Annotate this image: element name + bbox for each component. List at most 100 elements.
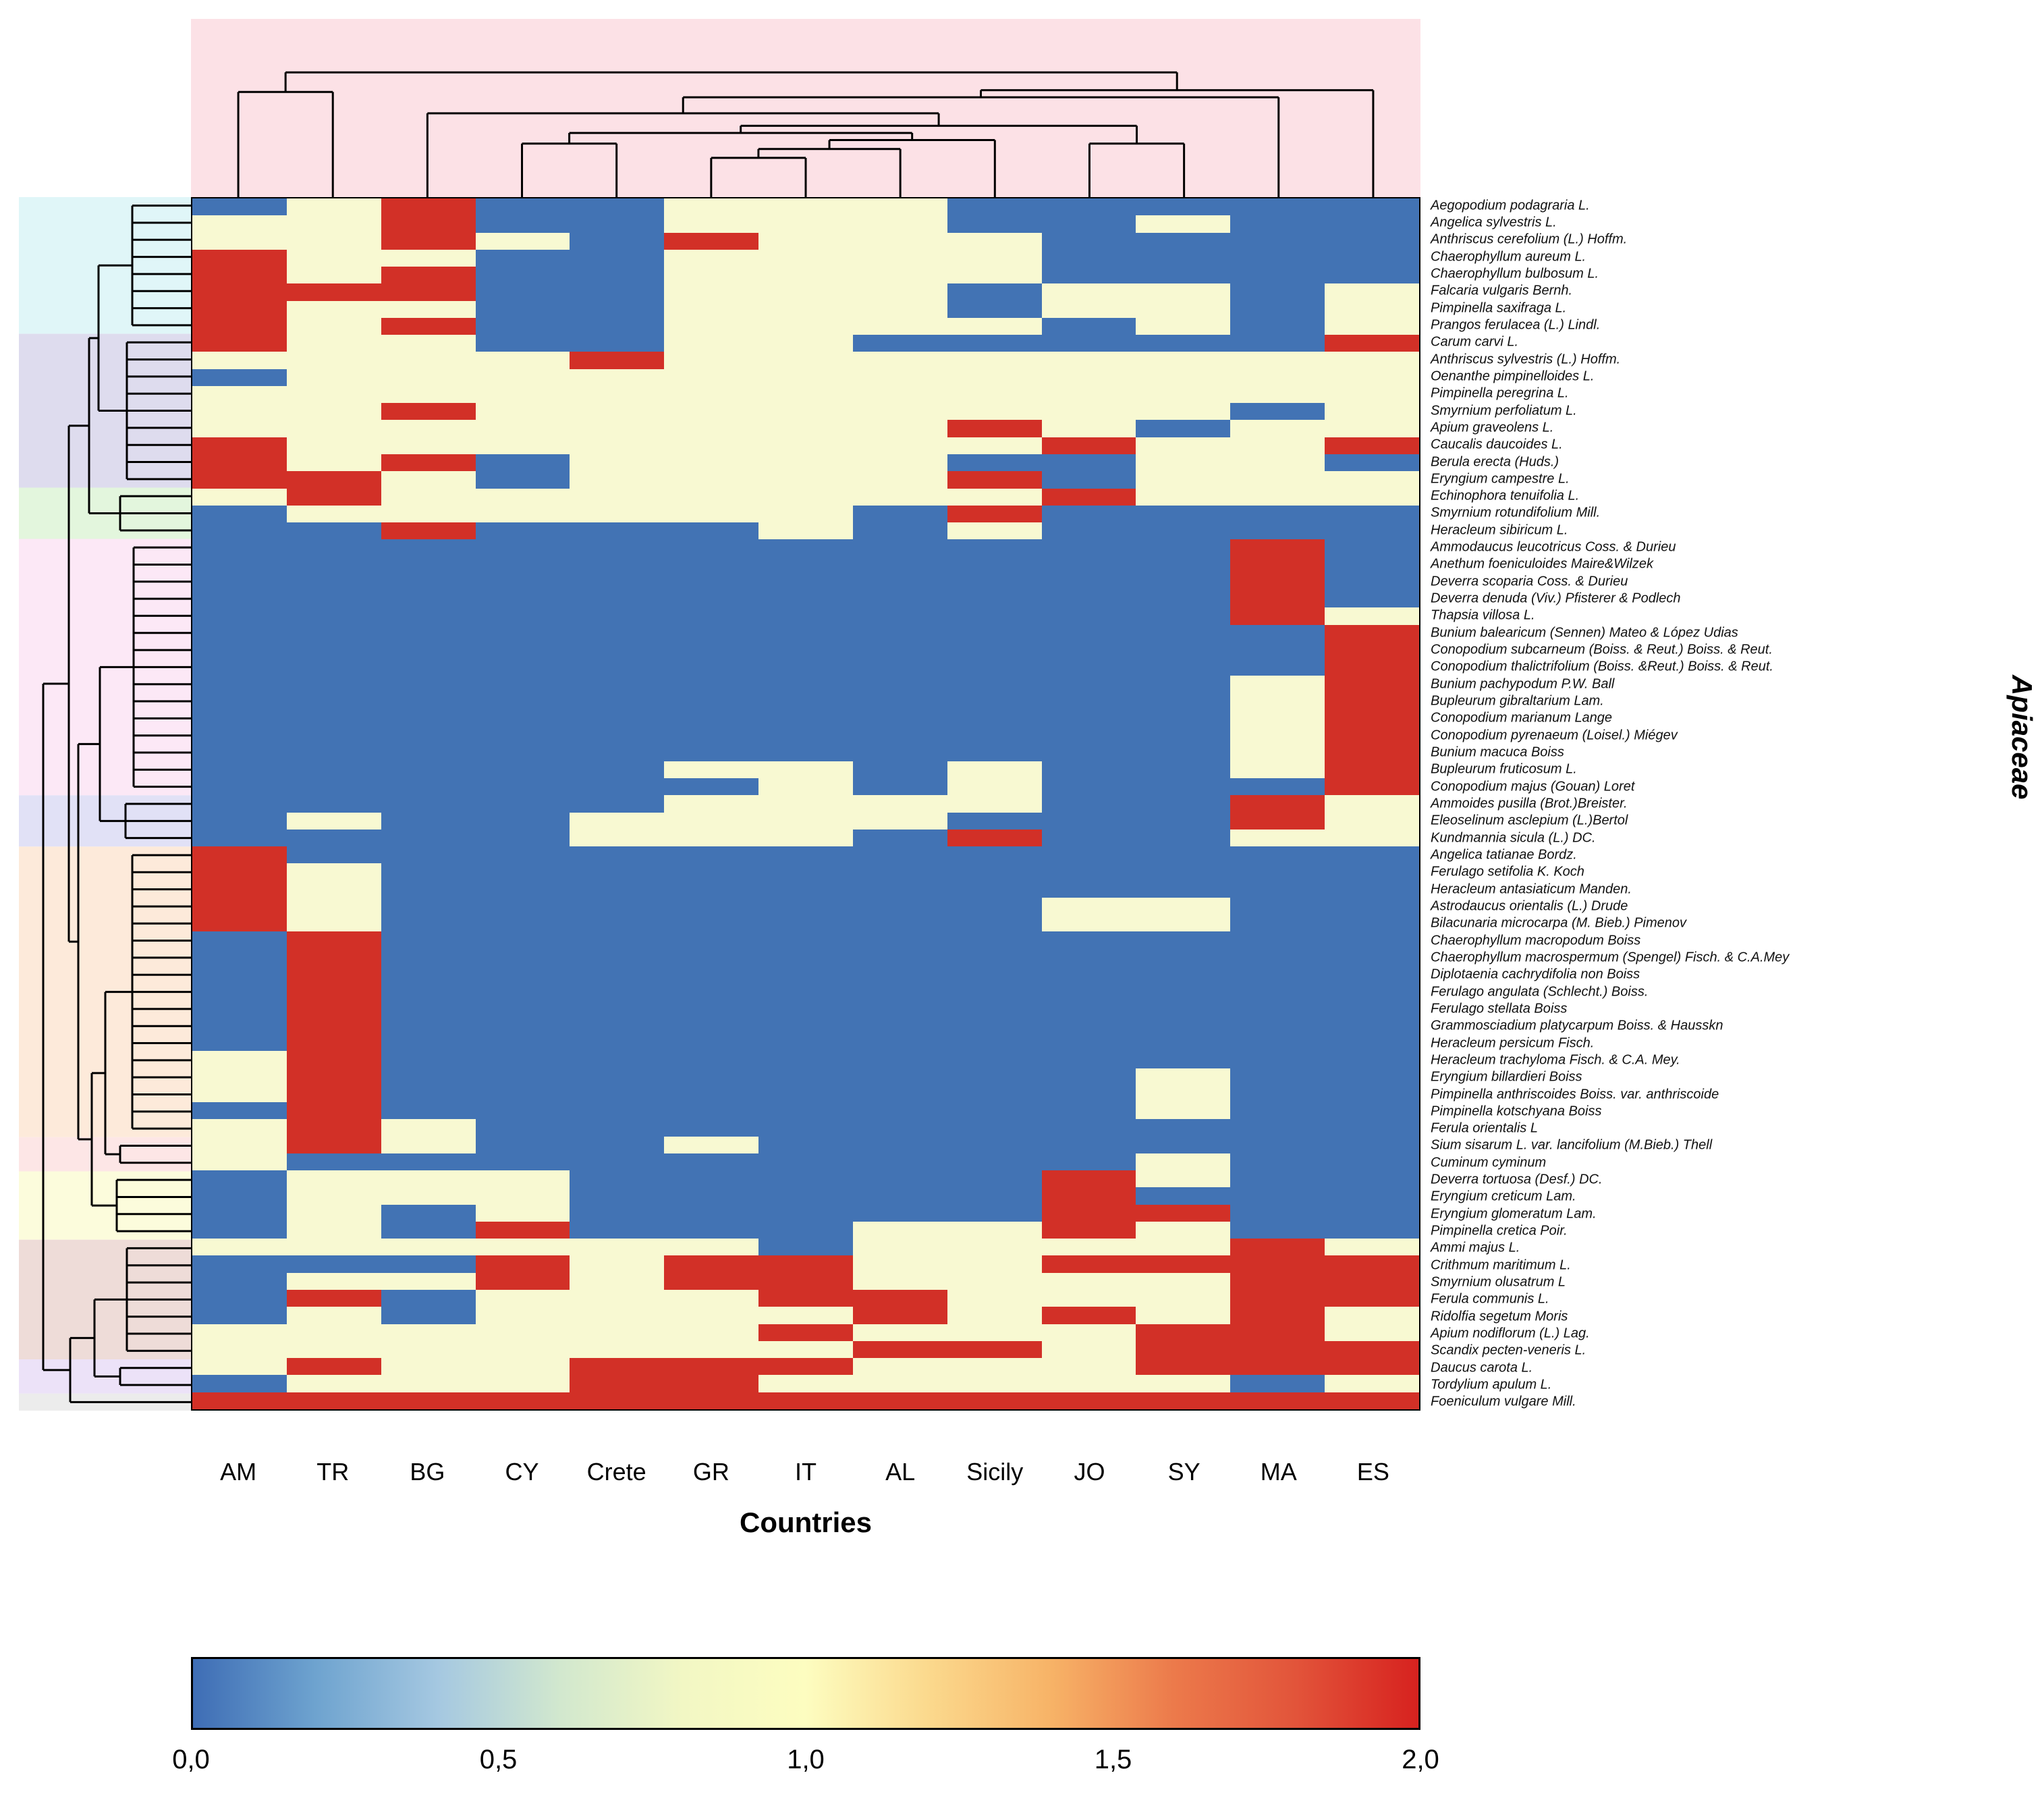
heatmap-cell[interactable] xyxy=(1136,812,1231,830)
heatmap-cell[interactable] xyxy=(381,573,476,591)
heatmap-cell[interactable] xyxy=(381,352,476,369)
heatmap-cell[interactable] xyxy=(1136,641,1231,659)
heatmap-cell[interactable] xyxy=(1136,437,1231,454)
heatmap-cell[interactable] xyxy=(664,249,759,267)
heatmap-cell[interactable] xyxy=(1325,1016,1419,1035)
heatmap-cell[interactable] xyxy=(852,692,947,710)
heatmap-cell[interactable] xyxy=(286,1290,381,1307)
heatmap-cell[interactable] xyxy=(475,676,570,693)
heatmap-cell[interactable] xyxy=(1230,1358,1325,1376)
heatmap-cell[interactable] xyxy=(664,744,759,761)
heatmap-cell[interactable] xyxy=(1136,335,1231,352)
heatmap-cell[interactable] xyxy=(947,863,1042,881)
heatmap-cell[interactable] xyxy=(947,778,1042,796)
heatmap-cell[interactable] xyxy=(286,488,381,506)
heatmap-cell[interactable] xyxy=(852,1153,947,1171)
heatmap-cell[interactable] xyxy=(570,948,665,966)
heatmap-cell[interactable] xyxy=(475,727,570,744)
heatmap-cell[interactable] xyxy=(1041,420,1136,437)
heatmap-cell[interactable] xyxy=(664,1000,759,1017)
heatmap-cell[interactable] xyxy=(192,1136,287,1153)
heatmap-cell[interactable] xyxy=(475,335,570,352)
heatmap-cell[interactable] xyxy=(947,267,1042,284)
heatmap-cell[interactable] xyxy=(852,1239,947,1256)
heatmap-cell[interactable] xyxy=(664,1034,759,1052)
heatmap-cell[interactable] xyxy=(1230,1204,1325,1222)
heatmap-cell[interactable] xyxy=(758,539,853,557)
heatmap-cell[interactable] xyxy=(1230,1000,1325,1017)
heatmap-cell[interactable] xyxy=(1325,591,1419,608)
heatmap-cell[interactable] xyxy=(192,983,287,1000)
heatmap-cell[interactable] xyxy=(758,505,853,523)
heatmap-cell[interactable] xyxy=(758,931,853,949)
heatmap-cell[interactable] xyxy=(852,1119,947,1137)
heatmap-cell[interactable] xyxy=(1136,983,1231,1000)
heatmap-cell[interactable] xyxy=(192,1016,287,1035)
heatmap-cell[interactable] xyxy=(852,744,947,761)
heatmap-cell[interactable] xyxy=(192,198,287,216)
heatmap-cell[interactable] xyxy=(1136,1221,1231,1239)
heatmap-cell[interactable] xyxy=(1041,863,1136,881)
heatmap-cell[interactable] xyxy=(381,300,476,318)
heatmap-cell[interactable] xyxy=(192,488,287,506)
heatmap-cell[interactable] xyxy=(475,1187,570,1205)
heatmap-cell[interactable] xyxy=(852,539,947,557)
heatmap-cell[interactable] xyxy=(947,403,1042,420)
heatmap-cell[interactable] xyxy=(852,1290,947,1307)
heatmap-cell[interactable] xyxy=(1230,1051,1325,1068)
heatmap-cell[interactable] xyxy=(1230,573,1325,591)
heatmap-cell[interactable] xyxy=(1230,965,1325,983)
heatmap-cell[interactable] xyxy=(1325,1187,1419,1205)
heatmap-cell[interactable] xyxy=(1041,744,1136,761)
heatmap-cell[interactable] xyxy=(664,1392,759,1409)
heatmap-cell[interactable] xyxy=(286,846,381,864)
heatmap-cell[interactable] xyxy=(758,454,853,472)
heatmap-cell[interactable] xyxy=(570,215,665,233)
heatmap-cell[interactable] xyxy=(286,300,381,318)
heatmap-cell[interactable] xyxy=(664,215,759,233)
heatmap-cell[interactable] xyxy=(192,1358,287,1376)
heatmap-cell[interactable] xyxy=(664,624,759,642)
heatmap-cell[interactable] xyxy=(852,880,947,898)
heatmap-cell[interactable] xyxy=(475,1221,570,1239)
heatmap-cell[interactable] xyxy=(475,215,570,233)
heatmap-cell[interactable] xyxy=(192,1221,287,1239)
heatmap-cell[interactable] xyxy=(1230,897,1325,915)
heatmap-cell[interactable] xyxy=(286,420,381,437)
heatmap-cell[interactable] xyxy=(381,1153,476,1171)
heatmap-cell[interactable] xyxy=(758,659,853,676)
heatmap-cell[interactable] xyxy=(475,1307,570,1324)
heatmap-cell[interactable] xyxy=(664,965,759,983)
heatmap-cell[interactable] xyxy=(381,915,476,932)
heatmap-cell[interactable] xyxy=(1041,1051,1136,1068)
heatmap-cell[interactable] xyxy=(570,1119,665,1137)
heatmap-cell[interactable] xyxy=(192,1204,287,1222)
heatmap-cell[interactable] xyxy=(381,983,476,1000)
heatmap-cell[interactable] xyxy=(1136,931,1231,949)
heatmap-cell[interactable] xyxy=(1041,915,1136,932)
heatmap-cell[interactable] xyxy=(381,778,476,796)
heatmap-cell[interactable] xyxy=(664,1255,759,1273)
heatmap-cell[interactable] xyxy=(192,591,287,608)
heatmap-cell[interactable] xyxy=(1041,727,1136,744)
heatmap-cell[interactable] xyxy=(852,659,947,676)
heatmap-cell[interactable] xyxy=(758,1324,853,1341)
heatmap-cell[interactable] xyxy=(381,709,476,728)
heatmap-cell[interactable] xyxy=(758,1034,853,1052)
heatmap-cell[interactable] xyxy=(1136,505,1231,523)
heatmap-cell[interactable] xyxy=(475,1272,570,1290)
heatmap-cell[interactable] xyxy=(570,198,665,216)
heatmap-cell[interactable] xyxy=(1136,249,1231,267)
heatmap-cell[interactable] xyxy=(192,471,287,489)
heatmap-cell[interactable] xyxy=(1230,300,1325,318)
heatmap-cell[interactable] xyxy=(192,692,287,710)
heatmap-cell[interactable] xyxy=(758,1136,853,1153)
heatmap-cell[interactable] xyxy=(1230,1290,1325,1307)
heatmap-cell[interactable] xyxy=(381,795,476,813)
heatmap-cell[interactable] xyxy=(1325,488,1419,506)
heatmap-cell[interactable] xyxy=(1325,1324,1419,1341)
heatmap-cell[interactable] xyxy=(475,983,570,1000)
heatmap-cell[interactable] xyxy=(947,744,1042,761)
heatmap-cell[interactable] xyxy=(192,232,287,250)
heatmap-cell[interactable] xyxy=(758,437,853,454)
